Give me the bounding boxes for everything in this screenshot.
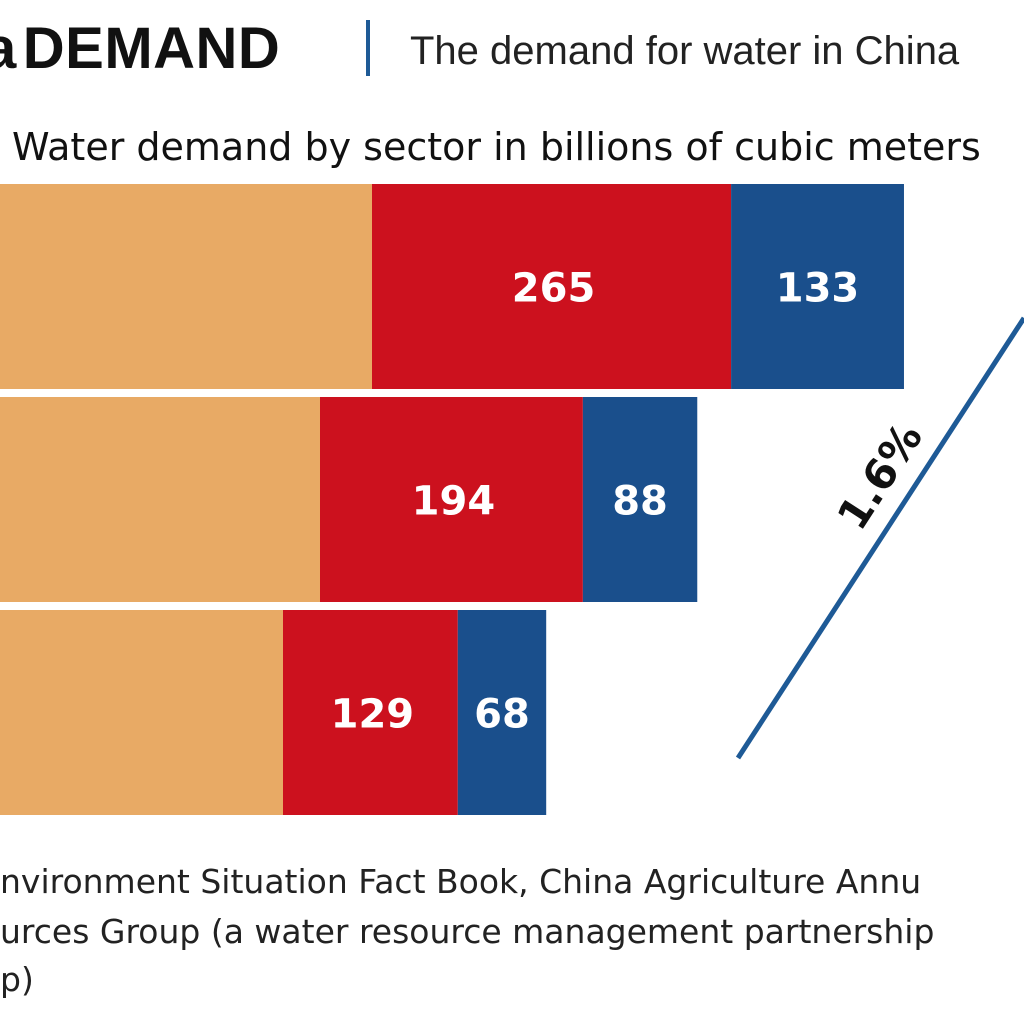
- chart-title-lead: a: [0, 16, 17, 81]
- source-line-2: urces Group (a water resource management…: [0, 912, 935, 951]
- title-divider: [366, 20, 370, 76]
- bar-segment-series3-row3: [457, 610, 547, 815]
- data-label-series2-row2: 194: [412, 479, 496, 525]
- data-label-series2-row3: 129: [331, 692, 415, 738]
- source-line-3: p): [0, 960, 34, 999]
- bar-segment-series1-row2: [0, 397, 320, 602]
- chart-title: a DEMAND: [0, 14, 280, 84]
- data-label-series3-row2: 88: [612, 479, 668, 525]
- source-line-1: nvironment Situation Fact Book, China Ag…: [0, 862, 922, 901]
- bar-segment-series1-row3: [0, 610, 283, 815]
- bar-segment-series2-row1: [372, 184, 732, 389]
- chart-header-subtitle: The demand for water in China: [410, 29, 960, 73]
- bar-segment-series2-row3: [283, 610, 458, 815]
- data-label-series3-row3: 68: [474, 692, 530, 738]
- growth-rate-label: 1.6%: [828, 414, 933, 538]
- data-label-series2-row1: 265: [512, 266, 596, 312]
- chart-subtitle: Water demand by sector in billions of cu…: [12, 125, 981, 169]
- chart-title-main: DEMAND: [22, 16, 281, 81]
- bar-segment-series3-row2: [582, 397, 698, 602]
- bar-segment-series1-row1: [0, 184, 372, 389]
- data-label-series3-row1: 133: [776, 266, 860, 312]
- bar-segment-series3-row1: [731, 184, 904, 389]
- growth-trend-line: [735, 316, 1024, 760]
- bar-segment-series2-row2: [320, 397, 583, 602]
